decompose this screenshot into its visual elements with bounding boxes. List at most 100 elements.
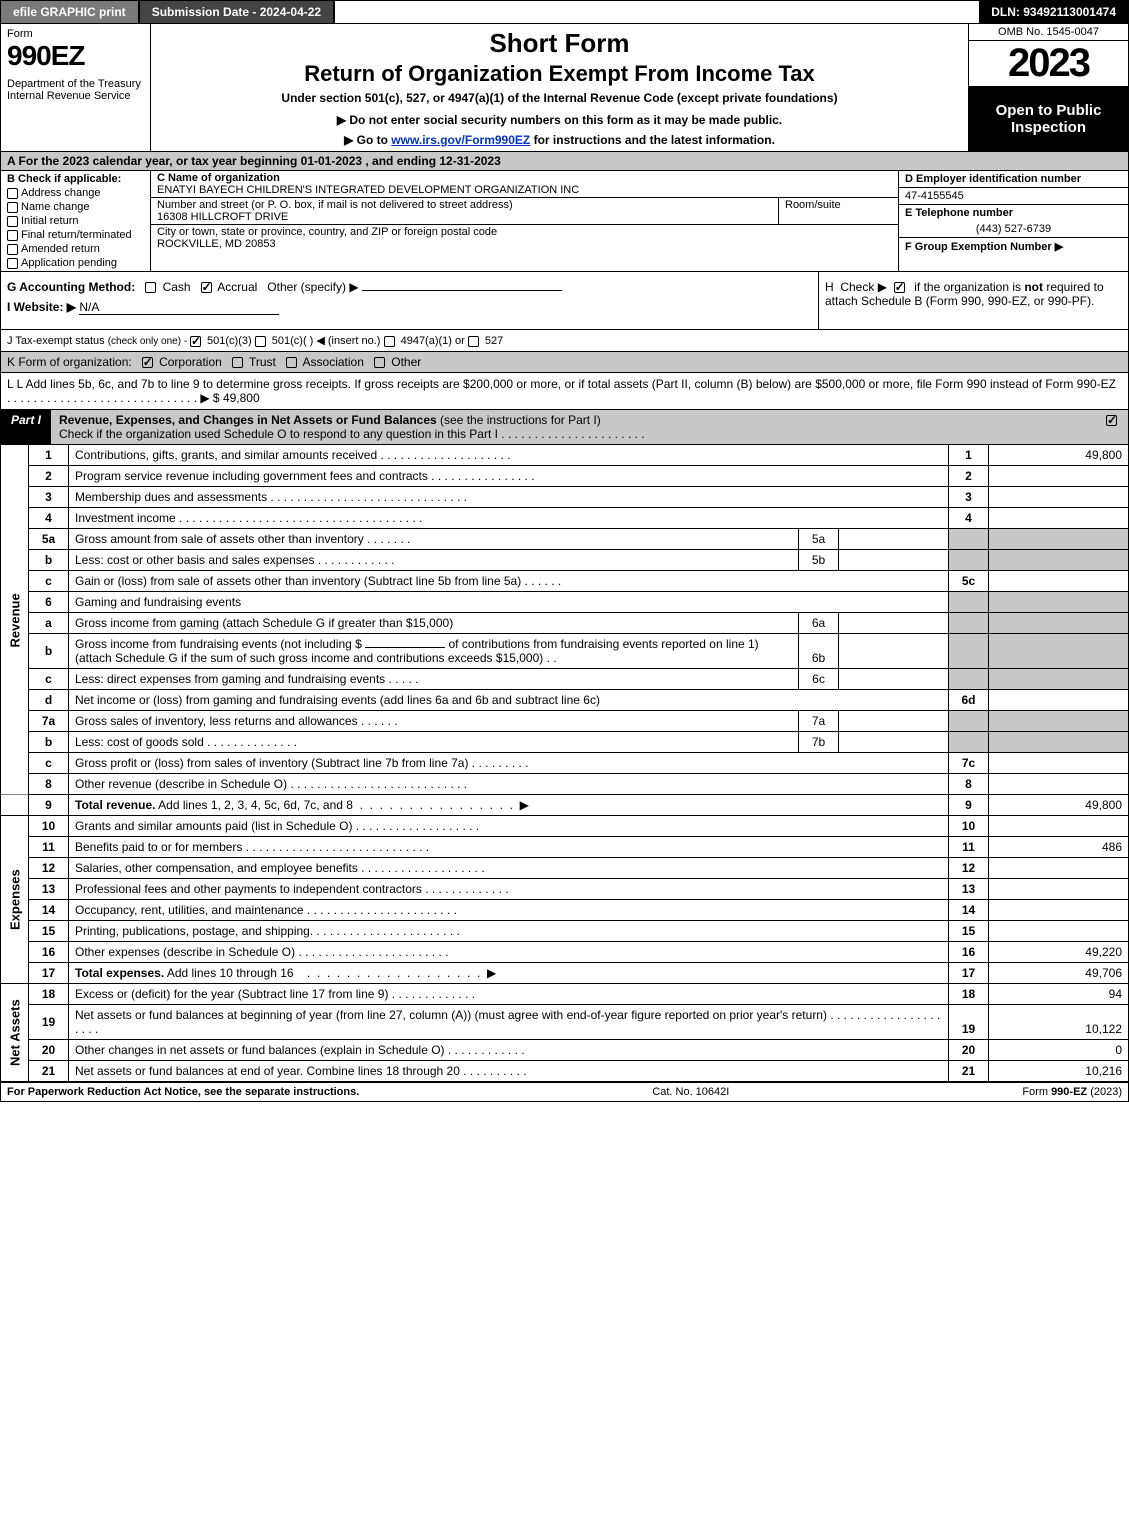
- ln-7a: 7a: [29, 711, 69, 732]
- lnr-10: 10: [949, 816, 989, 837]
- ln-21: 21: [29, 1061, 69, 1082]
- part-i-title: Revenue, Expenses, and Changes in Net As…: [51, 410, 1098, 444]
- lnr-16: 16: [949, 942, 989, 963]
- desc-5b: Less: cost or other basis and sales expe…: [69, 550, 799, 571]
- ln-20: 20: [29, 1040, 69, 1061]
- subtitle-1: Under section 501(c), 527, or 4947(a)(1)…: [159, 91, 960, 105]
- desc-7c: Gross profit or (loss) from sales of inv…: [69, 753, 949, 774]
- desc-6b: Gross income from fundraising events (no…: [69, 634, 799, 669]
- lnr-19: 19: [949, 1005, 989, 1040]
- desc-9: Total revenue. Total revenue. Add lines …: [69, 795, 949, 816]
- chk-cash[interactable]: [145, 282, 156, 293]
- amt-7a-grey: [989, 711, 1129, 732]
- desc-7b: Less: cost of goods sold . . . . . . . .…: [69, 732, 799, 753]
- row-l: L L Add lines 5b, 6c, and 7b to line 9 t…: [0, 373, 1129, 410]
- amt-12: [989, 858, 1129, 879]
- acct-method-label: G Accounting Method:: [7, 280, 135, 294]
- chk-address-change[interactable]: Address change: [7, 187, 144, 199]
- form-word: Form: [7, 28, 144, 40]
- amt-19: 10,122: [989, 1005, 1129, 1040]
- chk-part-i-schedule-o[interactable]: [1106, 415, 1117, 426]
- topbar: efile GRAPHIC print Submission Date - 20…: [0, 0, 1129, 24]
- lnr-5c: 5c: [949, 571, 989, 592]
- desc-17: Total expenses. Add lines 10 through 16 …: [69, 963, 949, 984]
- ln-19: 19: [29, 1005, 69, 1040]
- box-b-label: B Check if applicable:: [7, 173, 144, 185]
- chk-association[interactable]: [286, 357, 297, 368]
- lnr-17: 17: [949, 963, 989, 984]
- city-label: City or town, state or province, country…: [157, 226, 497, 238]
- amt-9: 49,800: [989, 795, 1129, 816]
- other-specify-input[interactable]: [362, 290, 562, 291]
- desc-6d: Net income or (loss) from gaming and fun…: [69, 690, 949, 711]
- lnr-11: 11: [949, 837, 989, 858]
- dln-label: DLN: 93492113001474: [979, 1, 1128, 23]
- lnr-5a: [949, 529, 989, 550]
- j-label: J Tax-exempt status: [7, 335, 105, 347]
- subamt-6a: [839, 613, 949, 634]
- chk-application-pending[interactable]: Application pending: [7, 257, 144, 269]
- website-value: N/A: [79, 300, 279, 315]
- ln-7c: c: [29, 753, 69, 774]
- ln-5a: 5a: [29, 529, 69, 550]
- lnr-9: 9: [949, 795, 989, 816]
- department: Department of the Treasury Internal Reve…: [7, 78, 144, 102]
- part-i-header: Part I Revenue, Expenses, and Changes in…: [0, 410, 1129, 445]
- chk-501c[interactable]: [255, 336, 266, 347]
- amt-18: 94: [989, 984, 1129, 1005]
- chk-initial-return[interactable]: Initial return: [7, 215, 144, 227]
- footer-mid: Cat. No. 10642I: [359, 1086, 1022, 1098]
- chk-trust[interactable]: [232, 357, 243, 368]
- header-right: OMB No. 1545-0047 2023 Open to Public In…: [968, 24, 1128, 151]
- desc-20: Other changes in net assets or fund bala…: [69, 1040, 949, 1061]
- lnr-6: [949, 592, 989, 613]
- page-footer: For Paperwork Reduction Act Notice, see …: [0, 1082, 1129, 1102]
- chk-4947[interactable]: [384, 336, 395, 347]
- chk-amended-return[interactable]: Amended return: [7, 243, 144, 255]
- submission-date: Submission Date - 2024-04-22: [140, 1, 335, 23]
- chk-corporation[interactable]: [142, 357, 153, 368]
- desc-15: Printing, publications, postage, and shi…: [69, 921, 949, 942]
- chk-accrual[interactable]: [201, 282, 212, 293]
- amt-16: 49,220: [989, 942, 1129, 963]
- desc-2: Program service revenue including govern…: [69, 466, 949, 487]
- chk-schedule-b[interactable]: [894, 282, 905, 293]
- website-label: I Website: ▶: [7, 300, 76, 314]
- desc-6: Gaming and fundraising events: [69, 592, 949, 613]
- subtitle-2: ▶ Do not enter social security numbers o…: [159, 113, 960, 127]
- lnr-20: 20: [949, 1040, 989, 1061]
- lnr-8: 8: [949, 774, 989, 795]
- revenue-side-label: Revenue: [1, 445, 29, 795]
- org-name-label: C Name of organization: [157, 172, 280, 184]
- street-label: Number and street (or P. O. box, if mail…: [157, 199, 513, 211]
- chk-other-org[interactable]: [374, 357, 385, 368]
- org-name-row: C Name of organization ENATYI BAYECH CHI…: [151, 171, 898, 198]
- ln-11: 11: [29, 837, 69, 858]
- desc-5c: Gain or (loss) from sale of assets other…: [69, 571, 949, 592]
- lnr-7c: 7c: [949, 753, 989, 774]
- ln-6b: b: [29, 634, 69, 669]
- amt-8: [989, 774, 1129, 795]
- ein-value: 47-4155545: [899, 188, 1128, 205]
- amt-3: [989, 487, 1129, 508]
- subln-7b: 7b: [799, 732, 839, 753]
- group-exemption-label: F Group Exemption Number ▶: [899, 238, 1128, 255]
- subamt-7b: [839, 732, 949, 753]
- subamt-6b: [839, 634, 949, 669]
- ln-15: 15: [29, 921, 69, 942]
- irs-link[interactable]: www.irs.gov/Form990EZ: [391, 133, 530, 147]
- chk-527[interactable]: [468, 336, 479, 347]
- efile-print-button[interactable]: efile GRAPHIC print: [1, 1, 140, 23]
- chk-501c3[interactable]: [190, 336, 201, 347]
- ln-6d: d: [29, 690, 69, 711]
- subamt-6c: [839, 669, 949, 690]
- subamt-7a: [839, 711, 949, 732]
- lnr-1: 1: [949, 445, 989, 466]
- row-gh: G Accounting Method: Cash Accrual Other …: [0, 272, 1129, 330]
- chk-name-change[interactable]: Name change: [7, 201, 144, 213]
- lnr-6a: [949, 613, 989, 634]
- subln-5a: 5a: [799, 529, 839, 550]
- ln-9: 9: [29, 795, 69, 816]
- chk-final-return[interactable]: Final return/terminated: [7, 229, 144, 241]
- amt-7b-grey: [989, 732, 1129, 753]
